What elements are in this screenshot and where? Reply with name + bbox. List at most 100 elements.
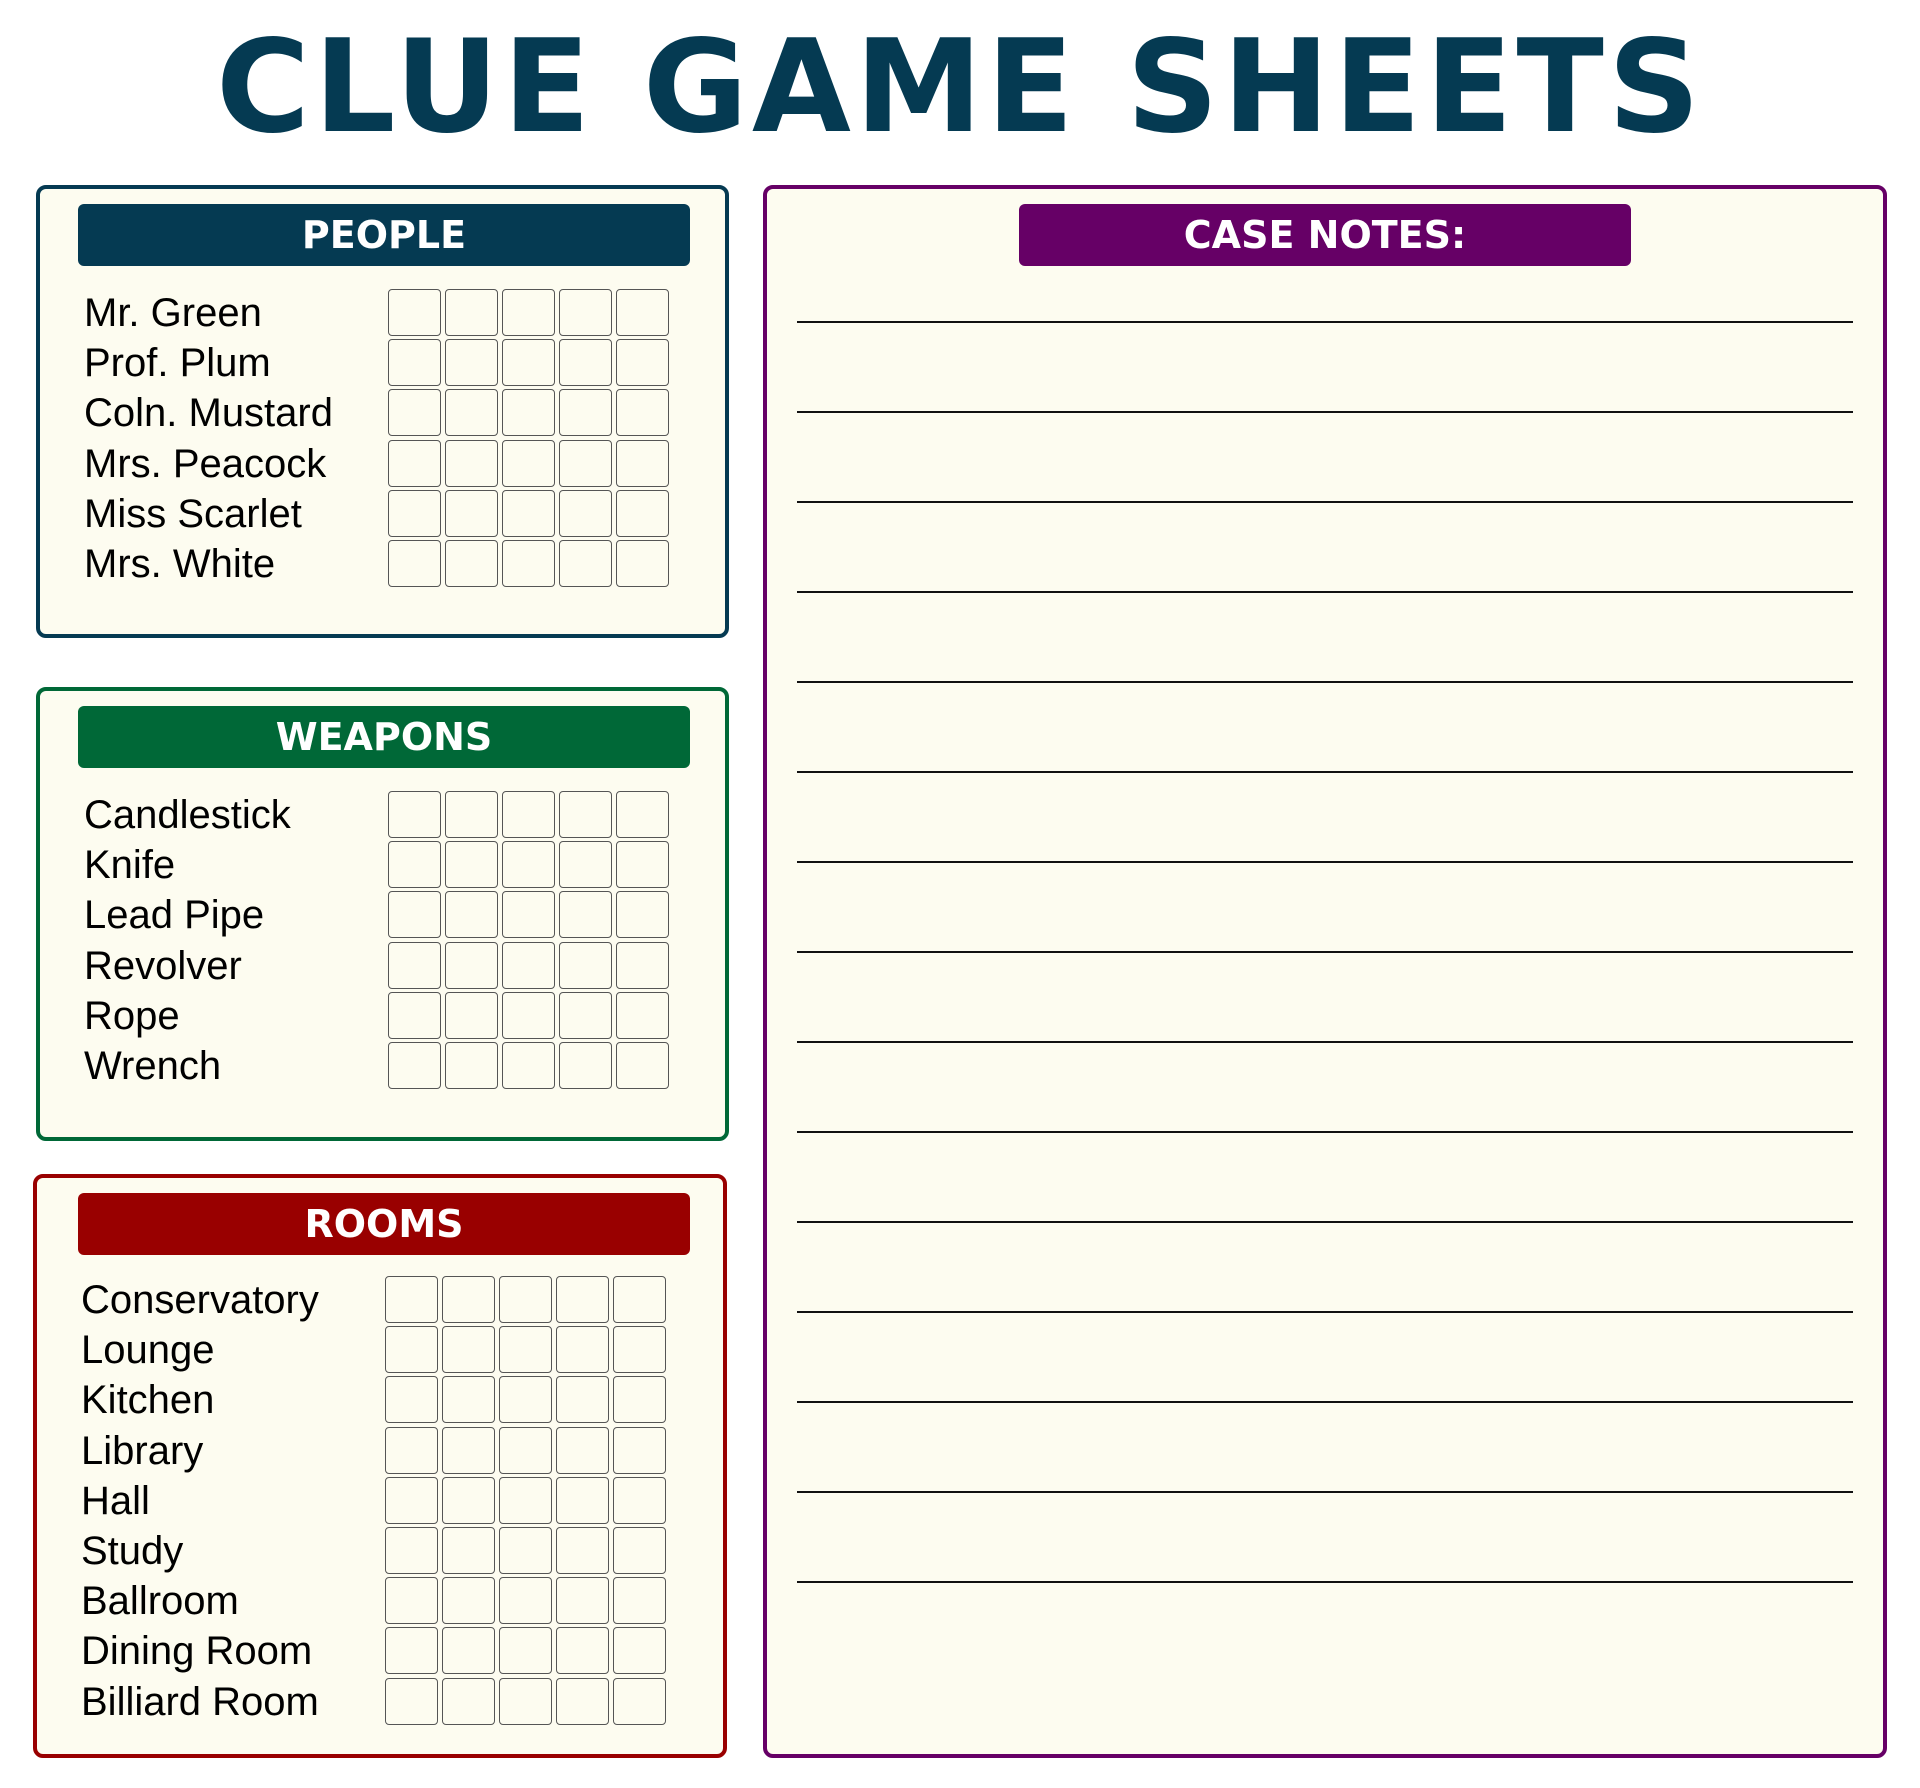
checkbox[interactable] (445, 991, 498, 1039)
checkbox[interactable] (502, 791, 555, 838)
checkbox[interactable] (388, 439, 441, 487)
checkbox[interactable] (385, 1476, 438, 1524)
checkbox[interactable] (445, 841, 498, 889)
checkbox[interactable] (616, 489, 669, 537)
checkbox[interactable] (445, 941, 498, 989)
checkbox[interactable] (445, 1042, 498, 1089)
checkbox[interactable] (502, 991, 555, 1039)
checkbox[interactable] (556, 1476, 609, 1524)
checkbox[interactable] (613, 1627, 666, 1675)
checkbox[interactable] (616, 389, 669, 437)
checkbox[interactable] (502, 540, 555, 587)
checkbox[interactable] (613, 1677, 666, 1725)
checkbox[interactable] (499, 1577, 552, 1625)
checkbox[interactable] (445, 439, 498, 487)
checkbox[interactable] (499, 1426, 552, 1474)
checkbox[interactable] (613, 1326, 666, 1374)
checkbox[interactable] (442, 1276, 495, 1323)
checkbox[interactable] (499, 1627, 552, 1675)
checkbox[interactable] (502, 841, 555, 889)
checkbox[interactable] (502, 289, 555, 336)
checkbox[interactable] (385, 1426, 438, 1474)
checkbox[interactable] (442, 1376, 495, 1424)
checkbox[interactable] (499, 1326, 552, 1374)
note-line[interactable] (797, 321, 1853, 323)
checkbox[interactable] (442, 1326, 495, 1374)
checkbox[interactable] (502, 389, 555, 437)
checkbox[interactable] (616, 339, 669, 387)
checkbox[interactable] (442, 1577, 495, 1625)
checkbox[interactable] (442, 1677, 495, 1725)
checkbox[interactable] (502, 439, 555, 487)
checkbox[interactable] (556, 1577, 609, 1625)
note-line[interactable] (797, 1491, 1853, 1493)
checkbox[interactable] (385, 1577, 438, 1625)
checkbox[interactable] (556, 1627, 609, 1675)
checkbox[interactable] (388, 991, 441, 1039)
checkbox[interactable] (445, 891, 498, 939)
checkbox[interactable] (559, 439, 612, 487)
checkbox[interactable] (616, 891, 669, 939)
note-line[interactable] (797, 771, 1853, 773)
checkbox[interactable] (499, 1527, 552, 1574)
checkbox[interactable] (613, 1276, 666, 1323)
checkbox[interactable] (613, 1376, 666, 1424)
checkbox[interactable] (499, 1276, 552, 1323)
checkbox[interactable] (385, 1376, 438, 1424)
checkbox[interactable] (442, 1627, 495, 1675)
checkbox[interactable] (499, 1376, 552, 1424)
checkbox[interactable] (445, 791, 498, 838)
checkbox[interactable] (442, 1476, 495, 1524)
note-line[interactable] (797, 1581, 1853, 1583)
note-line[interactable] (797, 681, 1853, 683)
checkbox[interactable] (445, 389, 498, 437)
checkbox[interactable] (388, 841, 441, 889)
checkbox[interactable] (556, 1426, 609, 1474)
checkbox[interactable] (556, 1677, 609, 1725)
checkbox[interactable] (502, 489, 555, 537)
checkbox[interactable] (388, 540, 441, 587)
checkbox[interactable] (385, 1627, 438, 1675)
note-line[interactable] (797, 1311, 1853, 1313)
note-line[interactable] (797, 861, 1853, 863)
checkbox[interactable] (559, 791, 612, 838)
checkbox[interactable] (616, 791, 669, 838)
checkbox[interactable] (388, 1042, 441, 1089)
checkbox[interactable] (442, 1527, 495, 1574)
checkbox[interactable] (559, 941, 612, 989)
note-line[interactable] (797, 1041, 1853, 1043)
checkbox[interactable] (442, 1426, 495, 1474)
checkbox[interactable] (502, 941, 555, 989)
note-line[interactable] (797, 951, 1853, 953)
checkbox[interactable] (385, 1527, 438, 1574)
checkbox[interactable] (388, 389, 441, 437)
checkbox[interactable] (616, 991, 669, 1039)
checkbox[interactable] (616, 841, 669, 889)
checkbox[interactable] (556, 1376, 609, 1424)
checkbox[interactable] (613, 1426, 666, 1474)
checkbox[interactable] (499, 1476, 552, 1524)
checkbox[interactable] (556, 1326, 609, 1374)
checkbox[interactable] (559, 991, 612, 1039)
checkbox[interactable] (559, 891, 612, 939)
checkbox[interactable] (613, 1476, 666, 1524)
checkbox[interactable] (388, 339, 441, 387)
checkbox[interactable] (616, 439, 669, 487)
note-line[interactable] (797, 1401, 1853, 1403)
checkbox[interactable] (388, 791, 441, 838)
checkbox[interactable] (445, 289, 498, 336)
note-line[interactable] (797, 1221, 1853, 1223)
checkbox[interactable] (502, 1042, 555, 1089)
checkbox[interactable] (388, 891, 441, 939)
note-line[interactable] (797, 1131, 1853, 1133)
note-line[interactable] (797, 501, 1853, 503)
checkbox[interactable] (616, 941, 669, 989)
checkbox[interactable] (385, 1677, 438, 1725)
note-line[interactable] (797, 411, 1853, 413)
checkbox[interactable] (556, 1527, 609, 1574)
checkbox[interactable] (502, 891, 555, 939)
checkbox[interactable] (559, 1042, 612, 1089)
checkbox[interactable] (616, 289, 669, 336)
checkbox[interactable] (499, 1677, 552, 1725)
checkbox[interactable] (613, 1527, 666, 1574)
